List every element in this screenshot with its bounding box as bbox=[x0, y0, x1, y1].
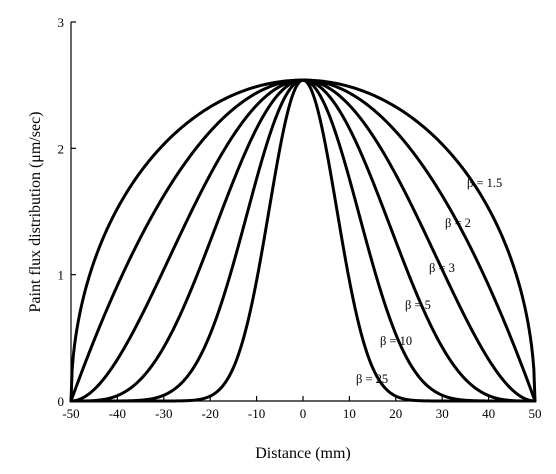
x-tick-label: 30 bbox=[436, 406, 449, 421]
y-axis-label: Paint flux distribution (μm/sec) bbox=[27, 112, 44, 313]
x-tick-label: -30 bbox=[155, 406, 172, 421]
x-tick-label: 50 bbox=[529, 406, 542, 421]
curves-group bbox=[69, 78, 537, 403]
series-label: β = 2 bbox=[445, 216, 471, 230]
x-tick-label: -10 bbox=[248, 406, 265, 421]
y-tick-label: 0 bbox=[58, 394, 65, 409]
x-axis-label: Distance (mm) bbox=[255, 445, 351, 462]
curve-labels-group: β = 1.5 β = 2 β = 3 β = 5 β = 10 β = 25 bbox=[356, 176, 502, 386]
x-tick-label: -50 bbox=[62, 406, 79, 421]
x-tick-label: -40 bbox=[109, 406, 126, 421]
y-tick-label: 3 bbox=[58, 15, 65, 30]
y-tick-label: 1 bbox=[58, 268, 65, 283]
x-tick-label: 0 bbox=[300, 406, 307, 421]
series-label: β = 3 bbox=[429, 261, 455, 275]
series-label: β = 10 bbox=[380, 334, 412, 348]
series-label: β = 1.5 bbox=[467, 176, 502, 190]
x-tick-label: 20 bbox=[389, 406, 402, 421]
series-label: β = 5 bbox=[405, 298, 431, 312]
y-ticks-group: 0 1 2 3 bbox=[58, 15, 76, 409]
x-tick-label: -20 bbox=[202, 406, 219, 421]
series-line bbox=[69, 78, 537, 403]
y-tick-label: 2 bbox=[58, 141, 65, 156]
series-label: β = 25 bbox=[356, 372, 388, 386]
x-ticks-group: -50 -40 -30 -20 -10 0 10 20 30 40 50 bbox=[62, 396, 542, 421]
x-tick-label: 10 bbox=[343, 406, 356, 421]
x-tick-label: 40 bbox=[482, 406, 495, 421]
